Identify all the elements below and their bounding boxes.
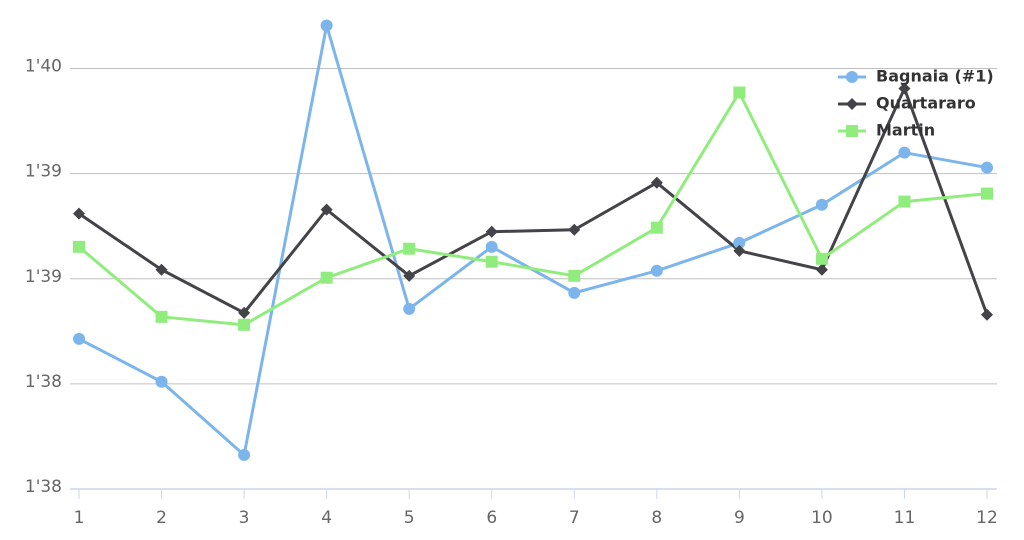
x-tick-label: 2	[156, 508, 167, 528]
point	[846, 125, 858, 137]
y-tick-label: 1'38	[25, 477, 62, 497]
point	[155, 310, 168, 323]
series-line	[78, 89, 988, 327]
point	[815, 252, 828, 265]
point	[898, 82, 911, 95]
x-tick-label: 1	[74, 508, 85, 528]
point	[155, 375, 168, 388]
point	[898, 146, 911, 159]
legend-label: Quartararo	[876, 94, 976, 113]
point	[846, 98, 858, 110]
point	[320, 203, 333, 216]
x-tick-label: 7	[569, 508, 580, 528]
point	[733, 244, 746, 257]
y-tick-label: 1'38	[25, 372, 62, 392]
x-tick-label: 12	[976, 508, 998, 528]
point	[981, 308, 993, 321]
point	[403, 269, 416, 282]
point	[73, 240, 85, 253]
point	[485, 240, 498, 253]
x-tick-label: 10	[811, 508, 833, 528]
x-tick-label: 11	[894, 508, 916, 528]
point	[485, 225, 498, 238]
point	[733, 86, 746, 99]
point	[320, 19, 333, 32]
y-tick-label: 1'39	[25, 162, 62, 182]
y-tick-label: 1'40	[25, 57, 62, 77]
x-tick-label: 8	[651, 508, 662, 528]
point	[981, 187, 993, 200]
point	[568, 223, 581, 236]
point	[155, 263, 168, 276]
series-line	[78, 84, 989, 316]
point	[650, 264, 663, 277]
point	[650, 176, 663, 189]
point	[403, 242, 416, 255]
x-tick-label: 9	[734, 508, 745, 528]
point	[815, 198, 828, 211]
legend-item: Quartararo	[838, 94, 976, 113]
point	[403, 302, 416, 315]
point	[238, 448, 251, 461]
legend-item: Martin	[838, 121, 935, 140]
point	[568, 269, 581, 282]
x-tick-label: 3	[239, 508, 250, 528]
x-tick-label: 6	[486, 508, 497, 528]
point	[238, 306, 251, 319]
point	[485, 255, 498, 268]
point	[238, 318, 251, 331]
legend-item: Bagnaia (#1)	[838, 67, 994, 86]
point	[733, 236, 746, 249]
point	[73, 332, 85, 345]
point	[650, 221, 663, 234]
legend-label: Martin	[876, 121, 935, 140]
point	[815, 263, 828, 276]
point	[320, 271, 333, 284]
point	[898, 195, 911, 208]
x-tick-label: 4	[321, 508, 332, 528]
point	[568, 286, 581, 299]
point	[73, 207, 85, 220]
x-tick-label: 5	[404, 508, 415, 528]
point	[846, 71, 858, 83]
point	[981, 161, 993, 174]
y-tick-label: 1'39	[25, 267, 62, 287]
legend-label: Bagnaia (#1)	[876, 67, 994, 86]
